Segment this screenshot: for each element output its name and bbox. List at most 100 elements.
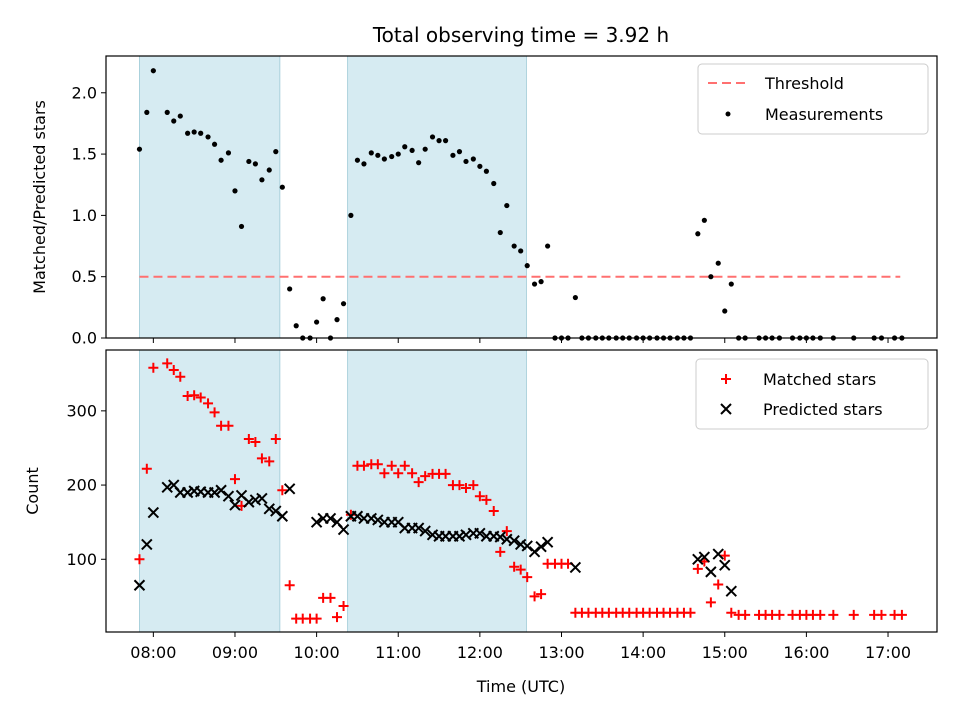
predicted-star-marker <box>372 514 384 526</box>
measurement-point <box>246 158 252 165</box>
measurement-point <box>463 158 469 165</box>
bottom-y-axis-label: Count <box>23 467 42 515</box>
measurement-point <box>144 109 150 115</box>
top-shaded-intervals <box>139 55 527 339</box>
measurement-point <box>389 153 395 160</box>
measurement-point <box>348 212 354 218</box>
bottom-legend-box <box>695 358 929 430</box>
top-y-axis-label: Matched/Predicted stars <box>30 100 49 294</box>
predicted-star-marker <box>222 490 235 502</box>
predicted-star-marker <box>256 492 268 505</box>
matched-star-marker <box>243 434 254 445</box>
predicted-star-marker <box>147 506 160 519</box>
measurement-point <box>150 68 156 74</box>
predicted-star-marker <box>161 481 173 493</box>
bottom-legend: Matched stars Predicted stars <box>695 358 929 430</box>
x-tick-label: 13:00 <box>538 643 584 662</box>
matched-star-marker <box>896 609 907 620</box>
measurement-point <box>225 150 232 156</box>
matched-star-marker <box>774 609 785 620</box>
measurement-point <box>477 163 483 169</box>
measurement-point <box>185 130 191 136</box>
matched-star-marker <box>726 607 737 618</box>
measurement-point <box>136 146 143 152</box>
x-tick-label: 12:00 <box>457 643 503 662</box>
measurement-point <box>211 141 218 147</box>
predicted-star-marker <box>133 579 146 591</box>
matched-star-marker <box>713 579 724 590</box>
predicted-star-marker <box>208 486 221 499</box>
predicted-star-marker <box>229 499 241 511</box>
y-tick-label: 2.0 <box>72 83 97 102</box>
measurement-point <box>402 144 408 150</box>
measurement-point <box>715 260 721 266</box>
top-y-ticks: 0.0 0.5 1.0 1.5 2.0 <box>72 83 106 348</box>
predicted-star-marker <box>725 585 737 597</box>
y-tick-label: 100 <box>66 550 97 569</box>
predicted-star-markers <box>133 479 737 597</box>
x-tick-label: 11:00 <box>375 643 421 662</box>
measurement-point <box>422 146 428 152</box>
matched-star-marker <box>189 390 200 401</box>
matched-star-marker <box>488 506 499 517</box>
matched-star-marker <box>692 563 703 574</box>
y-tick-label: 0.0 <box>72 329 97 348</box>
y-tick-label: 200 <box>66 476 97 495</box>
predicted-star-marker <box>243 496 255 508</box>
matched-star-marker <box>399 460 410 471</box>
measurement-point <box>395 151 401 157</box>
predicted-star-marker <box>569 561 582 574</box>
matched-star-marker <box>223 420 234 431</box>
legend-measurements-swatch <box>725 111 731 117</box>
measurement-point <box>531 281 538 287</box>
measurement-point <box>340 301 347 307</box>
predicted-star-marker <box>412 522 425 534</box>
predicted-star-marker <box>283 483 296 495</box>
matched-star-marker <box>386 460 397 471</box>
predicted-star-marker <box>692 553 704 565</box>
predicted-star-marker <box>719 559 731 571</box>
predicted-star-marker <box>474 527 486 540</box>
measurement-point <box>450 152 456 158</box>
matched-star-marker <box>209 407 220 418</box>
matched-star-marker <box>277 485 288 496</box>
measurement-point <box>334 317 340 323</box>
matched-star-marker <box>413 477 424 488</box>
top-legend-box <box>697 63 929 135</box>
matched-star-marker <box>134 554 145 565</box>
shaded-interval-2 <box>347 349 527 633</box>
matched-star-marker <box>195 392 206 403</box>
matched-star-marker <box>162 358 173 369</box>
matched-star-marker <box>338 601 349 612</box>
measurement-point <box>436 138 442 144</box>
x-tick-label: 16:00 <box>783 643 829 662</box>
measurement-point <box>171 118 177 124</box>
measurement-point <box>491 180 497 187</box>
matched-star-marker <box>440 468 451 479</box>
predicted-star-marker <box>712 548 724 560</box>
matched-star-marker <box>379 468 390 479</box>
predicted-star-marker <box>494 531 506 543</box>
matched-star-marker <box>848 609 859 620</box>
matched-star-marker <box>345 509 356 520</box>
matched-star-marker <box>460 483 471 494</box>
matched-star-marker <box>168 365 179 376</box>
measurement-point <box>368 150 374 156</box>
matched-star-marker <box>705 597 716 608</box>
predicted-star-marker <box>337 523 350 536</box>
measurement-point <box>524 263 530 269</box>
matched-star-marker <box>148 362 159 373</box>
measurement-point <box>279 184 285 190</box>
top-plot-frame <box>105 55 938 339</box>
top-panel: Total observing time = 3.92 h 0.0 0.5 1.0 1… <box>30 23 938 348</box>
measurement-point <box>483 168 489 174</box>
x-tick-label: 14:00 <box>620 643 666 662</box>
predicted-star-marker <box>324 512 337 525</box>
matched-star-marker <box>141 463 152 474</box>
predicted-star-marker <box>263 503 275 515</box>
measurement-point <box>191 129 197 135</box>
matched-star-marker <box>203 398 214 409</box>
legend-matched-swatch <box>721 374 731 384</box>
legend-predicted-swatch <box>720 403 732 415</box>
matched-star-marker <box>256 453 267 464</box>
